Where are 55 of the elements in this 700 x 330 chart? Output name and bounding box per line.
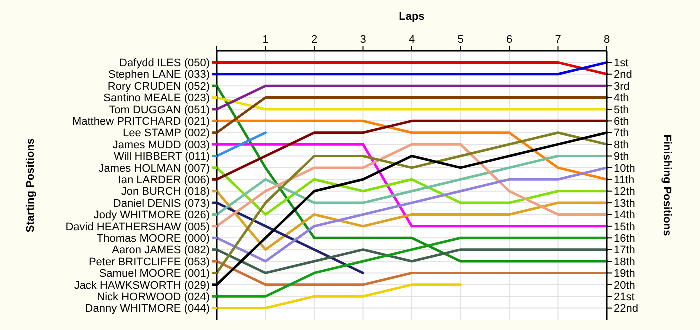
legend-label: Tom DUGGAN (051) (109, 104, 210, 116)
y2-tick-label: 4th (614, 92, 630, 105)
y2-tick-label: 9th (614, 151, 630, 164)
legend-label: Santino MEALE (023) (104, 92, 210, 105)
y2-tick-label: 16th (614, 232, 636, 245)
x-axis-title: Laps (399, 11, 425, 23)
legend-label: Peter BRITCLIFFE (053) (88, 256, 210, 268)
legend-label: Ian LARDER (006) (118, 174, 210, 186)
y2-tick-label: 6th (614, 116, 630, 128)
y2-tick-label: 11th (614, 174, 635, 186)
legend-label: Lee STAMP (002) (122, 128, 210, 140)
x-tick-label: 5 (458, 34, 464, 46)
legend-label: Thomas MOORE (000) (96, 232, 210, 245)
y2-axis-title: Finishing Positions (661, 134, 673, 236)
y2-tick-label: 12th (614, 186, 636, 198)
y2-tick-label: 5th (614, 104, 630, 116)
legend-label: Danny WHITMORE (044) (85, 303, 210, 316)
y2-tick-label: 19th (614, 268, 636, 280)
legend-label: Jack HAWKSWORTH (029) (74, 280, 210, 292)
legend-label: Daniel DENIS (073) (113, 198, 210, 210)
x-tick-label: 4 (408, 34, 416, 46)
y2-tick-label: 7th (614, 128, 630, 140)
x-tick-label: 3 (360, 34, 366, 46)
y2-tick-label: 3rd (614, 80, 630, 93)
y2-tick-label: 1st (614, 58, 629, 70)
y2-tick-label: 20th (614, 280, 636, 292)
legend-label: Jody WHITMORE (026) (94, 210, 210, 222)
legend-label: Dafydd ILES (050) (120, 58, 210, 70)
legend-label: David HEATHERSHAW (005) (66, 221, 210, 234)
x-tick-label: 1 (262, 34, 269, 46)
y2-tick-label: 8th (614, 139, 630, 152)
legend-title: Starting Positions (25, 138, 37, 233)
legend-label: Jon BURCH (018) (121, 186, 210, 198)
legend-label: James HOLMAN (007) (98, 162, 210, 175)
y2-tick-label: 2nd (614, 69, 632, 82)
legend-label: Samuel MOORE (001) (99, 268, 210, 280)
y2-tick-label: 17th (614, 244, 636, 257)
legend-label: Rory CRUDEN (052) (108, 80, 210, 93)
y2-tick-label: 13th (614, 198, 636, 210)
y2-tick-label: 15th (614, 221, 636, 234)
legend-label: Nick HORWOOD (024) (97, 291, 210, 304)
legend-label: Matthew PRITCHARD (021) (72, 116, 210, 128)
legend-label: James MUDD (003) (112, 139, 210, 152)
x-tick-label: 2 (311, 34, 318, 46)
x-tick-label: 6 (506, 34, 513, 46)
y2-tick-label: 21st (614, 291, 635, 304)
y2-tick-label: 18th (614, 256, 636, 268)
legend-label: Stephen LANE (033) (108, 69, 210, 82)
legend-label: Aaron JAMES (082) (112, 244, 210, 257)
y2-tick-label: 22nd (614, 303, 638, 316)
y2-tick-label: 14th (614, 210, 636, 222)
x-tick-label: 8 (604, 34, 610, 46)
y2-tick-label: 10th (614, 162, 636, 175)
x-tick-label: 7 (555, 34, 562, 46)
legend-label: Will HIBBERT (011) (114, 151, 210, 164)
